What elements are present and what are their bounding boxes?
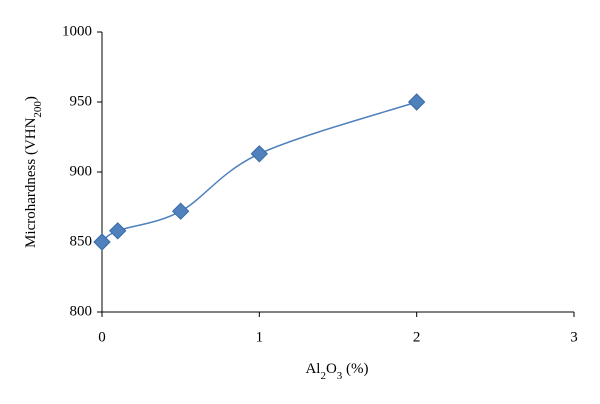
x-tick-label: 2 [413, 329, 421, 345]
y-tick-label: 1000 [62, 23, 92, 39]
x-tick-label: 0 [98, 329, 106, 345]
label-part: 3 [337, 370, 343, 382]
label-part: ) [23, 96, 39, 101]
label-part: (%) [342, 361, 368, 377]
label-part: 200 [32, 101, 44, 118]
marker [407, 93, 426, 111]
x-tick-label: 1 [256, 329, 264, 345]
x-axis-label: Al2O3 (%) [305, 361, 368, 381]
y-tick-label: 800 [70, 303, 93, 319]
y-tick-label: 950 [70, 93, 93, 109]
marker [109, 222, 127, 240]
y-tick-label: 900 [70, 163, 93, 179]
y-axis-label: Microhardness (VHN200) [23, 96, 43, 248]
label-part: O [326, 361, 337, 377]
label-part: Al [305, 361, 320, 377]
series-line [101, 101, 417, 243]
label-part: Microhardness (VHN [23, 117, 39, 248]
marker [93, 233, 111, 251]
y-tick-label: 850 [70, 233, 93, 249]
label-part: 2 [320, 370, 326, 382]
x-tick-label: 3 [570, 329, 578, 345]
marker [171, 202, 190, 220]
marker [250, 145, 269, 163]
